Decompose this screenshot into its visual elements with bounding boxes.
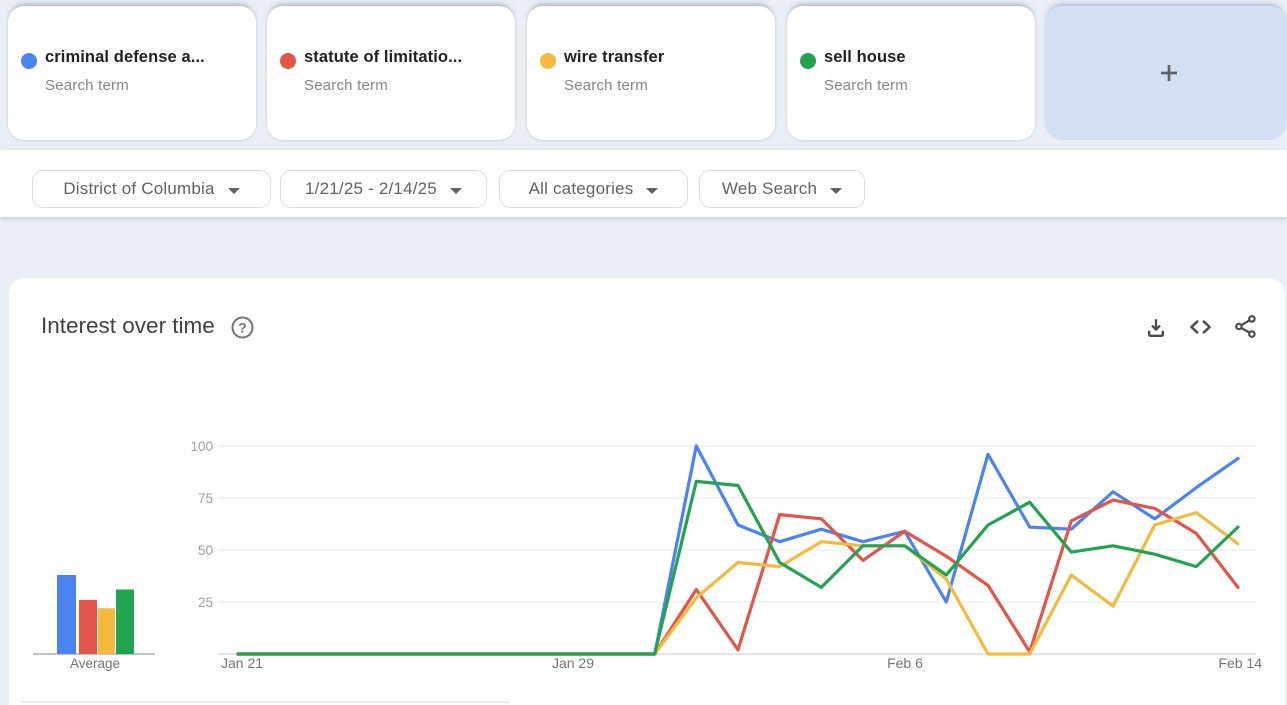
svg-text:50: 50 — [198, 543, 213, 558]
svg-text:25: 25 — [198, 595, 213, 610]
svg-text:100: 100 — [190, 439, 213, 454]
svg-text:Feb 6: Feb 6 — [887, 655, 923, 671]
svg-text:75: 75 — [198, 491, 213, 506]
svg-text:?: ? — [238, 320, 247, 336]
svg-text:Jan 21: Jan 21 — [221, 655, 263, 671]
svg-text:Average: Average — [70, 656, 120, 671]
svg-text:Jan 29: Jan 29 — [552, 655, 594, 671]
svg-text:Feb 14: Feb 14 — [1218, 655, 1262, 671]
